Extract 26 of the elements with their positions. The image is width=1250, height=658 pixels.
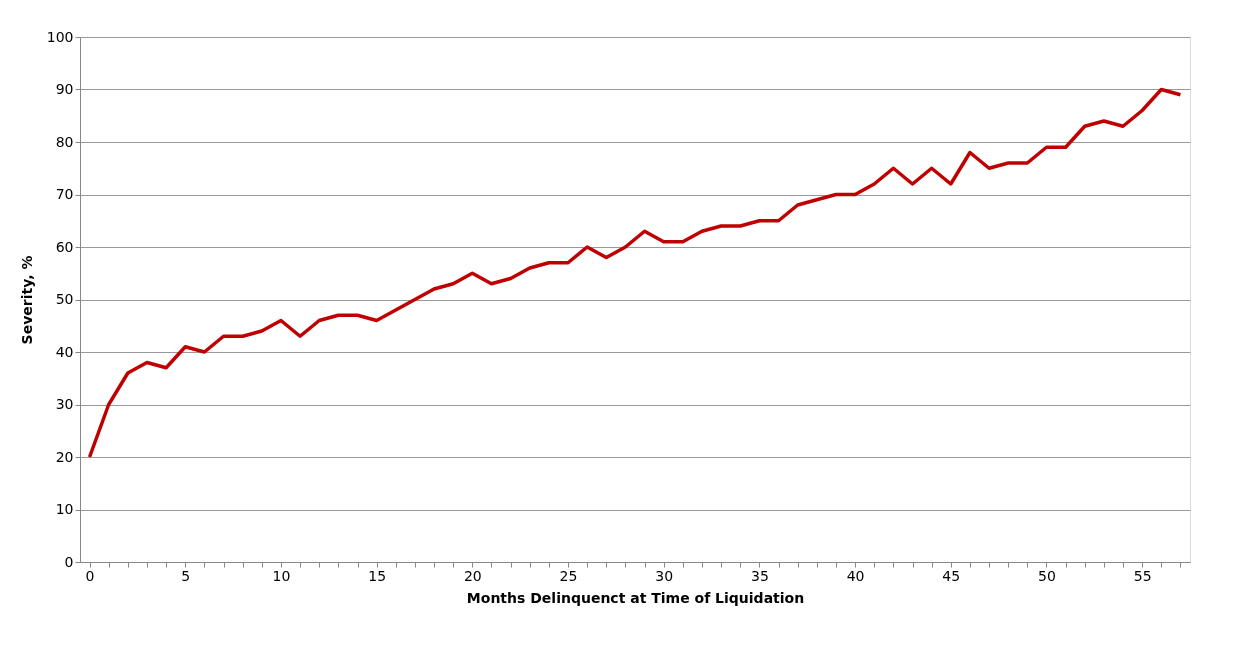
x-tick-label: 30 (655, 567, 674, 584)
y-tick-label: 40 (55, 343, 74, 360)
y-tick-label: 20 (55, 448, 74, 465)
y-tick-label: 0 (64, 553, 74, 570)
y-tick-label: 30 (55, 396, 74, 412)
x-tick-label: 45 (942, 567, 961, 584)
x-tick-label: 20 (463, 567, 482, 584)
y-tick-label: 90 (55, 81, 74, 97)
x-tick-label: 55 (1133, 567, 1152, 584)
x-tick-label: 10 (272, 567, 291, 584)
line-series (87, 87, 1183, 459)
y-axis-title: Severity, % (18, 255, 35, 345)
x-tick-label: 40 (846, 567, 865, 584)
x-tick-label: 35 (750, 567, 769, 584)
x-tick-label: 0 (85, 567, 95, 584)
y-tick-label: 60 (55, 238, 74, 255)
y-tick-label: 50 (55, 291, 74, 307)
x-tick-label: 25 (559, 567, 578, 584)
y-tick-label: 80 (55, 133, 74, 150)
x-tick-label: 50 (1038, 567, 1056, 584)
x-tick-label: 15 (368, 567, 387, 584)
x-axis-title: Months Delinquenct at Time of Liquidation (466, 589, 805, 606)
y-tick-label: 10 (55, 501, 74, 517)
y-tick-label: 70 (55, 186, 74, 202)
x-tick-label: 5 (181, 567, 191, 584)
y-tick-label: 100 (46, 28, 74, 45)
